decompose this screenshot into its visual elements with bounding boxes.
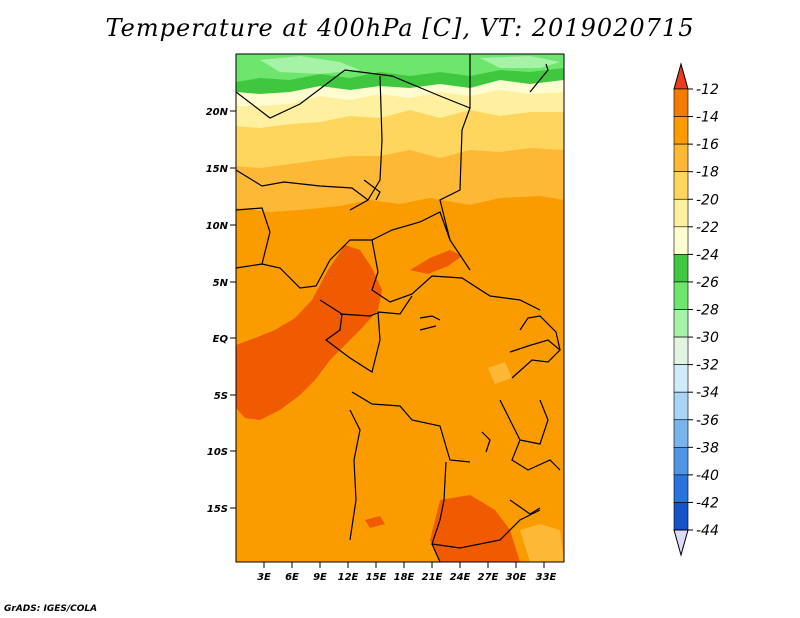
country-borders — [236, 54, 561, 562]
lon-tick-label: 33E — [536, 572, 557, 583]
colorbar-cell — [673, 364, 689, 393]
lon-tick-label: 18E — [394, 572, 415, 583]
field-patch-30to28 — [260, 56, 360, 74]
map-title: Temperature at 400hPa [C], VT: 201902071… — [105, 14, 695, 42]
colorbar-label: -24 — [696, 247, 719, 263]
field-patch-18to16-se — [520, 524, 564, 562]
lon-tick-label: 6E — [285, 572, 299, 583]
colorbar-label: -38 — [696, 440, 719, 456]
lat-tick-label: 10N — [206, 221, 229, 232]
lat-tick-label: 5S — [214, 391, 228, 402]
colorbar-label: -14 — [696, 110, 719, 126]
lat-tick-label: 15N — [206, 164, 229, 175]
colorbar-cell — [673, 336, 689, 365]
field-patch-14to12-south — [430, 495, 520, 562]
field-patch-30to28-east — [480, 56, 560, 68]
lon-tick-label: 3E — [257, 572, 271, 583]
colorbar-ticks — [688, 88, 693, 531]
lon-tick-label: 21E — [422, 572, 443, 583]
colorbar-cell — [673, 419, 689, 448]
colorbar-cell — [673, 116, 689, 145]
field-patch-14to12-small — [365, 516, 385, 528]
colorbar-cell — [673, 171, 689, 200]
colorbar-label: -44 — [696, 523, 719, 539]
colorbar-label: -12 — [696, 82, 719, 98]
colorbar-cells — [673, 88, 689, 531]
colorbar-cell — [673, 474, 689, 503]
colorbar-label: -16 — [696, 137, 719, 153]
colorbar-label: -28 — [696, 303, 719, 319]
lat-tick-label: 10S — [207, 447, 228, 458]
colorbar-top-cap — [673, 62, 689, 90]
colorbar-label: -26 — [696, 275, 719, 291]
colorbar-cell — [673, 226, 689, 255]
colorbar-cell — [673, 502, 689, 531]
colorbar-bottom-cap — [673, 529, 689, 557]
colorbar-label: -20 — [696, 192, 719, 208]
lon-tick-label: 30E — [506, 572, 527, 583]
colorbar-cell — [673, 143, 689, 172]
lat-tick-label: 15S — [207, 504, 228, 515]
lon-tick-label: 9E — [313, 572, 327, 583]
colorbar-cell — [673, 391, 689, 421]
lon-tick-label: 24E — [450, 572, 471, 583]
colorbar-label: -40 — [696, 468, 719, 484]
colorbar-label: -22 — [696, 220, 719, 236]
map-frame — [235, 53, 565, 563]
lon-tick-label: 12E — [338, 572, 359, 583]
field-patch-14to12-central — [410, 250, 462, 274]
lat-tick-label: EQ — [213, 334, 229, 345]
colorbar-label: -30 — [696, 330, 719, 346]
colorbar: -12 -14 -16 -18 -20 -22 -24 -26 -28 -30 -32 -34 -36 -… — [673, 62, 719, 557]
colorbar-label: -42 — [696, 495, 719, 511]
colorbar-labels: -12 -14 -16 -18 -20 -22 -24 -26 -28 -30 -32 -34 -36 -… — [696, 82, 719, 539]
colorbar-cell — [673, 447, 689, 476]
lat-tick-labels: 20N 15N 10N 5N EQ 5S 10S 15S — [206, 107, 229, 515]
temperature-field — [236, 54, 564, 562]
colorbar-cell — [673, 254, 689, 283]
colorbar-label: -36 — [696, 413, 719, 429]
lon-tick-labels: 3E 6E 9E 12E 15E 18E 21E 24E 27E 30E 33E — [257, 572, 556, 583]
field-patch-18to16-small — [488, 362, 512, 384]
lon-tick-label: 27E — [478, 572, 499, 583]
colorbar-label: -34 — [696, 385, 719, 401]
colorbar-label: -18 — [696, 165, 719, 181]
colorbar-cell — [673, 281, 689, 310]
colorbar-label: -32 — [696, 358, 719, 374]
lat-tick-label: 5N — [213, 278, 229, 289]
colorbar-cell — [673, 88, 689, 117]
colorbar-cell — [673, 198, 689, 228]
grads-credit: GrADS: IGES/COLA — [4, 604, 98, 614]
lon-ticks — [263, 562, 545, 568]
colorbar-cell — [673, 309, 689, 338]
lat-ticks — [230, 110, 236, 509]
lat-tick-label: 20N — [206, 107, 229, 118]
field-patch-14to12-west — [236, 245, 382, 420]
lon-tick-label: 15E — [366, 572, 387, 583]
